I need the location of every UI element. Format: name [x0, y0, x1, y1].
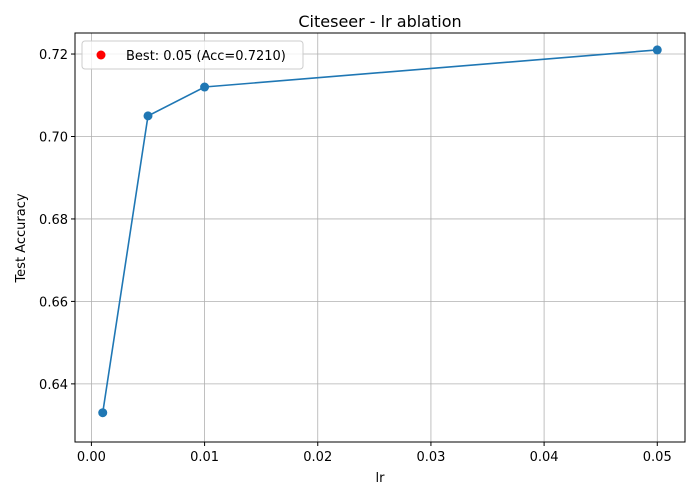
data-point [652, 45, 662, 55]
y-tick-label: 0.66 [39, 295, 68, 310]
plot-frame [74, 32, 686, 443]
y-tick-label: 0.70 [39, 130, 68, 145]
y-tick-label: 0.68 [39, 213, 68, 228]
grid [75, 33, 685, 442]
series-layer [98, 45, 662, 418]
x-tick-label: 0.05 [643, 450, 672, 465]
legend-marker-best [96, 50, 106, 60]
legend-box [81, 40, 304, 70]
legend: Best: 0.05 (Acc=0.7210) [81, 40, 304, 70]
y-tick-label: 0.64 [39, 378, 68, 393]
y-tick-label: 0.72 [39, 48, 68, 63]
data-point [200, 82, 210, 92]
data-point [98, 408, 108, 418]
x-axis-ticks: 0.00 0.01 0.02 0.03 0.04 0.05 [77, 442, 672, 465]
data-point [143, 111, 153, 121]
x-tick-label: 0.02 [303, 450, 332, 465]
y-axis-ticks: 0.64 0.66 0.68 0.70 0.72 [39, 48, 75, 393]
x-tick-label: 0.00 [77, 450, 106, 465]
x-tick-label: 0.01 [190, 450, 219, 465]
x-axis-label: lr [376, 471, 386, 486]
y-axis-label: Test Accuracy [14, 193, 29, 283]
chart-title: Citeseer - lr ablation [298, 12, 461, 31]
legend-label-best: Best: 0.05 (Acc=0.7210) [126, 49, 286, 64]
series-line [101, 49, 658, 413]
x-tick-label: 0.03 [416, 450, 445, 465]
x-tick-label: 0.04 [530, 450, 559, 465]
